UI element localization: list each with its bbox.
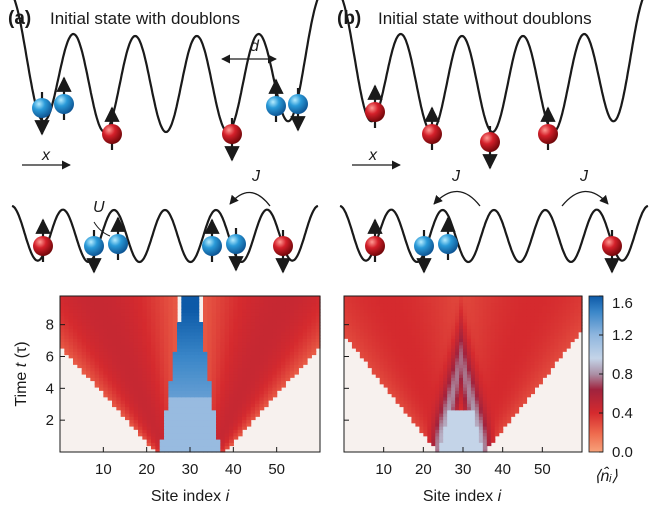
xtick-label-a: 30 [182, 461, 199, 478]
red-atom-spin-up [33, 218, 53, 262]
colorbar-tick-label: 0.8 [612, 366, 633, 383]
label-J-b-left: J [451, 168, 461, 185]
colorbar-tick-label: 0.0 [612, 444, 633, 461]
red-atom-spin-down [602, 230, 622, 274]
red-atom-spin-up [102, 106, 122, 150]
label-U: U [93, 199, 105, 216]
xtick-label-a: 10 [95, 461, 112, 478]
hop-arc-b-left [433, 190, 481, 207]
label-x-a: x [41, 147, 51, 164]
potential-a-bottom [11, 204, 319, 264]
label-J-a: J [251, 168, 261, 185]
potential-b-bottom [339, 204, 649, 264]
x-axis-label-b: Site index i [423, 488, 502, 505]
red-atom-spin-up [365, 218, 385, 262]
hop-arc-a [229, 191, 271, 207]
red-atom-spin-up [365, 84, 385, 128]
blue-atom-spin-down [288, 88, 308, 132]
red-atom-spin-down [273, 230, 293, 274]
label-J-b-right: J [579, 168, 589, 185]
xtick-label-a: 20 [138, 461, 155, 478]
ytick-label: 4 [46, 380, 54, 397]
colorbar-label: ⟨n̂ᵢ⟩ [594, 465, 618, 485]
ytick-label: 8 [46, 317, 54, 334]
colorbar-tick-label: 1.6 [612, 295, 633, 312]
heatmap-a [60, 296, 321, 453]
colorbar-tick-label: 0.4 [612, 405, 633, 422]
panel-b-title: Initial state without doublons [378, 9, 592, 28]
interaction-u-curve [93, 221, 111, 237]
blue-atom-spin-down [226, 228, 246, 272]
blue-atom-spin-up [438, 216, 458, 260]
panel-b-letter: (b) [337, 8, 361, 29]
ytick-label: 6 [46, 348, 54, 365]
colorbar-tick-label: 1.2 [612, 327, 633, 344]
heatmap-b [344, 296, 583, 453]
xtick-label-b: 20 [415, 461, 432, 478]
blue-atom-spin-down [32, 92, 52, 136]
potential-b-top [341, 0, 644, 134]
xtick-label-b: 50 [534, 461, 551, 478]
xtick-label-b: 30 [455, 461, 472, 478]
ytick-label: 2 [46, 412, 54, 429]
blue-atom-spin-down [414, 230, 434, 274]
atoms [32, 76, 622, 274]
xtick-label-a: 50 [268, 461, 285, 478]
panel-a-title: Initial state with doublons [50, 9, 240, 28]
xtick-label-a: 40 [225, 461, 242, 478]
blue-atom-spin-up [202, 218, 222, 262]
xtick-label-b: 40 [494, 461, 511, 478]
red-atom-spin-down [480, 126, 500, 170]
blue-atom-spin-down [84, 230, 104, 274]
blue-atom-spin-up [266, 78, 286, 122]
blue-atom-spin-up [54, 76, 74, 120]
blue-atom-spin-up [108, 216, 128, 260]
y-axis-label: Time t (τ) [13, 341, 30, 406]
red-atom-spin-up [538, 106, 558, 150]
label-d: d [250, 38, 260, 55]
annotations [22, 54, 609, 237]
red-atom-spin-up [422, 106, 442, 150]
x-axis-label-a: Site index i [151, 488, 230, 505]
hop-arc-b-right [561, 190, 609, 207]
label-x-b: x [368, 147, 378, 164]
xtick-label-b: 10 [375, 461, 392, 478]
red-atom-spin-down [222, 118, 242, 162]
